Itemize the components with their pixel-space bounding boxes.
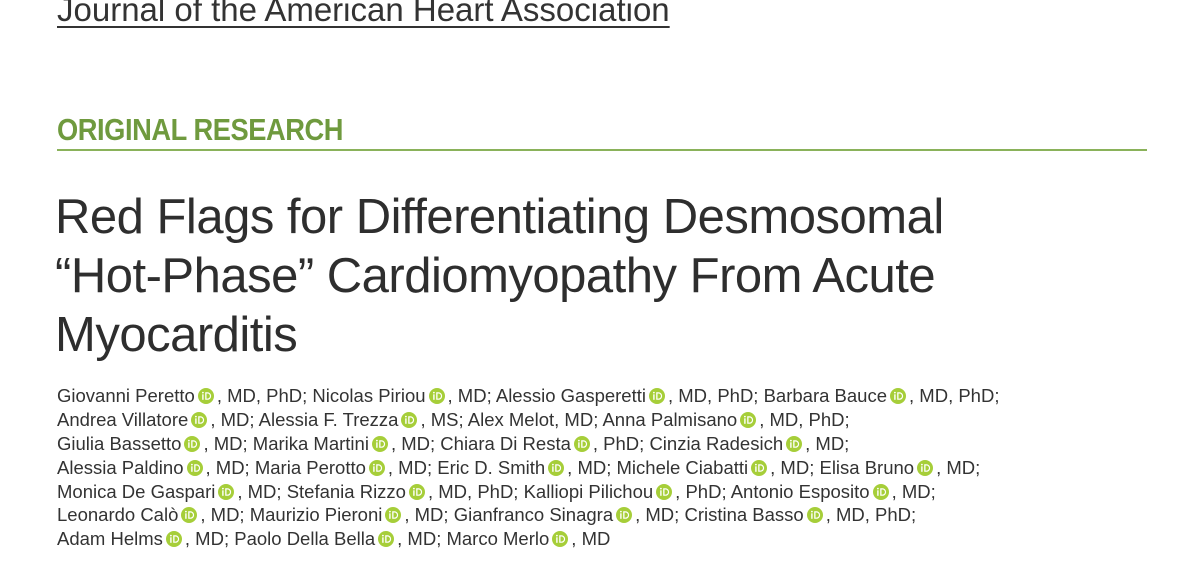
orcid-icon [191, 410, 208, 434]
author-name: Marika Martini [252, 432, 369, 454]
orcid-icon [184, 434, 201, 458]
orcid-icon [648, 386, 665, 410]
author-name: Barbara Bauce [763, 385, 888, 406]
author-name: Eric D. Smith [437, 456, 546, 478]
author-degrees: , MD; [567, 456, 612, 478]
orcid-icon [917, 458, 934, 482]
author-degrees: , MD; [203, 432, 248, 454]
author-degrees: , MD; [200, 504, 245, 526]
author-degrees: , MD; [805, 432, 850, 454]
orcid-icon [872, 482, 889, 506]
author-name: Adam Helms [57, 528, 163, 550]
author-name: Michele Ciabatti [616, 456, 749, 478]
title-line: Myocarditis [55, 308, 298, 362]
orcid-icon [786, 434, 803, 458]
author-degrees: , MS; [420, 408, 464, 430]
author-line: Leonardo Calò, MD; Maurizio Pieroni, MD;… [57, 503, 999, 527]
orcid-icon [218, 482, 235, 506]
author-degrees: , PhD; [675, 480, 727, 502]
orcid-icon [186, 458, 203, 482]
orcid-icon [197, 386, 214, 410]
author-degrees: , MD; [387, 456, 433, 478]
orcid-icon [385, 505, 402, 529]
author-degrees: , MD, PhD; [759, 408, 850, 430]
author-degrees: , MD; [390, 432, 436, 454]
author-name: Alex Melot [467, 408, 555, 430]
author-name: Gianfranco Sinagra [453, 504, 614, 526]
author-list: Giovanni Peretto, MD, PhD; Nicolas Pirio… [57, 384, 999, 551]
author-name: Antonio Esposito [730, 480, 870, 502]
author-name: Giovanni Peretto [57, 385, 195, 406]
author-name: Alessio Gasperetti [495, 385, 646, 406]
journal-name: Journal of the American Heart Associatio… [57, 0, 670, 28]
orcid-icon [401, 410, 418, 434]
author-name: Stefania Rizzo [286, 480, 406, 502]
author-line: Giovanni Peretto , MD, PhD; Nicolas Pirio… [57, 384, 999, 408]
article-title: Red Flags for Differentiating Desmosomal… [55, 188, 944, 365]
author-line: Monica De Gaspari, MD; Stefania Rizzo, M… [57, 480, 999, 504]
author-name: Nicolas Piriou [312, 385, 426, 406]
author-degrees: , MD; [447, 385, 492, 406]
orcid-icon [548, 458, 565, 482]
author-degrees: , MD; [891, 480, 936, 502]
author-degrees: , MD; [404, 504, 449, 526]
orcid-icon [806, 505, 823, 529]
orcid-icon [740, 410, 757, 434]
section-label: ORIGINAL RESEARCH [57, 112, 344, 147]
author-degrees: , MD; [770, 456, 815, 478]
author-name: Giulia Bassetto [57, 432, 182, 454]
orcid-icon [371, 434, 388, 458]
author-degrees: , MD, PhD; [427, 480, 519, 502]
orcid-icon [656, 482, 673, 506]
orcid-icon [181, 505, 198, 529]
author-name: Marco Merlo [446, 528, 550, 550]
orcid-icon [428, 386, 445, 410]
author-name: Paolo Della Bella [234, 528, 376, 550]
author-name: Anna Palmisano [602, 408, 738, 430]
orcid-icon [378, 529, 395, 553]
author-degrees: , MD; [554, 408, 599, 430]
author-name: Monica De Gaspari [57, 480, 216, 502]
author-line: Alessia Paldino, MD; Maria Perotto, MD; … [57, 456, 999, 480]
author-degrees: , MD, PhD; [667, 385, 759, 406]
author-degrees: , MD; [237, 480, 282, 502]
title-line: “Hot-Phase” Cardiomyopathy From Acute [55, 249, 936, 303]
author-degrees: , MD, PhD; [216, 385, 308, 406]
author-name: Cinzia Radesich [649, 432, 784, 454]
author-degrees: , MD, PhD; [825, 504, 917, 526]
orcid-icon [751, 458, 768, 482]
author-name: Maria Perotto [254, 456, 366, 478]
author-degrees: , MD [571, 528, 611, 550]
section-rule [57, 149, 1147, 151]
author-name: Kalliopi Pilichou [523, 480, 654, 502]
author-degrees: , MD; [184, 528, 230, 550]
orcid-icon [368, 458, 385, 482]
author-degrees: , MD; [635, 504, 680, 526]
author-line: Adam Helms, MD; Paolo Della Bella, MD; M… [57, 527, 999, 551]
author-name: Maurizio Pieroni [249, 504, 383, 526]
author-name: Chiara Di Resta [440, 432, 571, 454]
author-degrees: , MD; [210, 408, 255, 430]
orcid-icon [616, 505, 633, 529]
author-name: Elisa Bruno [819, 456, 915, 478]
orcid-icon [890, 386, 907, 410]
author-degrees: , MD; [936, 456, 981, 478]
author-name: Leonardo Calò [57, 504, 179, 526]
orcid-icon [408, 482, 425, 506]
author-line: Giulia Bassetto, MD; Marika Martini, MD;… [57, 432, 999, 456]
orcid-icon [573, 434, 590, 458]
author-degrees: , PhD; [592, 432, 645, 454]
author-degrees: , MD; [205, 456, 250, 478]
title-line: Red Flags for Differentiating Desmosomal [55, 190, 944, 244]
orcid-icon [165, 529, 182, 553]
author-name: Andrea Villatore [57, 408, 189, 430]
author-line: Andrea Villatore , MD; Alessia F. Trezza,… [57, 408, 999, 432]
author-degrees: , MD; [397, 528, 442, 550]
author-name: Alessia F. Trezza [258, 408, 399, 430]
author-name: Cristina Basso [684, 504, 804, 526]
author-name: Alessia Paldino [57, 456, 184, 478]
author-degrees: , MD, PhD; [909, 385, 1000, 406]
orcid-icon [552, 529, 569, 553]
